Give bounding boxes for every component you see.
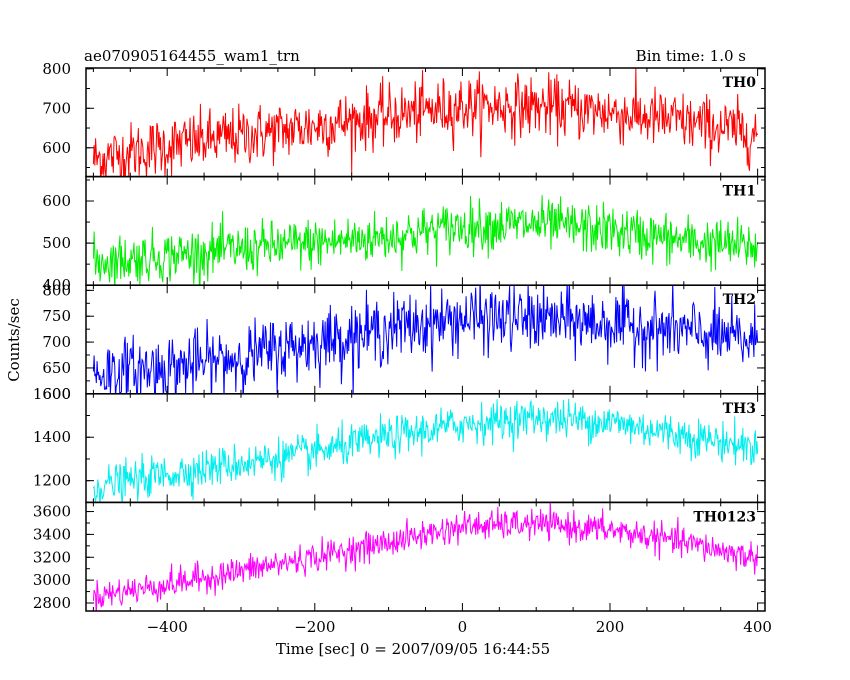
- y-tick-label: 1600: [33, 385, 71, 403]
- panel-label-th2: TH2: [723, 292, 756, 308]
- y-tick-label: 700: [42, 99, 71, 117]
- y-tick-label: 600: [42, 385, 71, 403]
- y-tick-label: 800: [42, 281, 71, 299]
- y-tick-label: 700: [42, 333, 71, 351]
- chart-title: ae070905164455_wam1_trn: [84, 47, 300, 65]
- panels-group: 600 700 800 TH0 400 500 600 TH1 600 650 700 750 800 T…: [33, 60, 772, 636]
- x-axis-label: Time [sec] 0 = 2007/09/05 16:44:55: [276, 640, 550, 658]
- y-tick-label: 3600: [33, 503, 71, 521]
- panel-label-th3: TH3: [723, 401, 756, 417]
- series-line-th1: [92, 195, 759, 286]
- panel-th0: 600 700 800 TH0: [42, 60, 766, 178]
- panel-frame: [85, 67, 766, 178]
- y-tick-label: 2800: [33, 594, 71, 612]
- y-tick-label: 600: [42, 139, 71, 157]
- y-tick-label: 800: [42, 60, 71, 78]
- x-tick-label: 0: [458, 618, 468, 636]
- panel-th3: 1200 1400 1600 TH3: [33, 385, 766, 504]
- y-axis-label: Counts/sec: [5, 298, 23, 382]
- y-tick-label: 3000: [33, 571, 71, 589]
- y-tick-label: 3400: [33, 525, 71, 543]
- y-tick-label: 400: [42, 276, 71, 294]
- y-tick-label: 500: [42, 234, 71, 252]
- panel-th0123: 2800 3000 3200 3400 3600 TH0123: [33, 501, 766, 612]
- bin-time-label: Bin time: 1.0 s: [636, 47, 746, 65]
- x-tick-label: −400: [147, 618, 188, 636]
- y-tick-label: 600: [42, 192, 71, 210]
- panel-frame: [85, 501, 766, 612]
- x-tick-label: 200: [596, 618, 625, 636]
- panel-th2: 600 650 700 750 800 TH2: [42, 281, 766, 403]
- series-line-th3: [92, 398, 759, 503]
- x-tick-label: −200: [294, 618, 335, 636]
- panel-label-th0: TH0: [723, 75, 757, 91]
- series-line-th0: [92, 68, 759, 177]
- x-tick-label: 400: [743, 618, 772, 636]
- series-line-th0123: [92, 502, 759, 611]
- series-line-th2: [92, 285, 759, 394]
- y-tick-label: 650: [42, 359, 71, 377]
- y-tick-label: 3200: [33, 548, 71, 566]
- panel-label-th1: TH1: [723, 184, 756, 200]
- y-tick-label: 1200: [33, 472, 71, 490]
- y-tick-label: 1400: [33, 428, 71, 446]
- panel-label-th0123: TH0123: [693, 509, 756, 525]
- y-tick-label: 750: [42, 307, 71, 325]
